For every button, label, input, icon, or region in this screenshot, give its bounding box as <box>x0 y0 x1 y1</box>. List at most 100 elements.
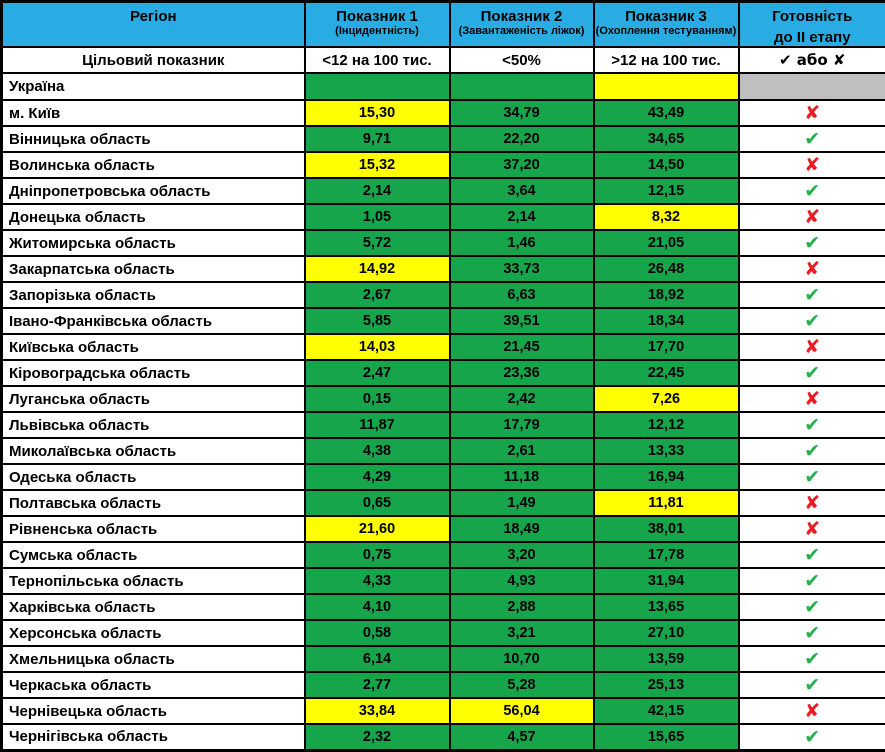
value-cell: 33,73 <box>450 256 594 282</box>
check-icon: ✔ <box>739 178 885 204</box>
value-cell: 4,10 <box>305 594 450 620</box>
cross-icon: ✘ <box>739 152 885 178</box>
value-cell: 34,79 <box>450 100 594 126</box>
table-row: Україна <box>2 73 885 100</box>
value-cell: 2,42 <box>450 386 594 412</box>
value-cell: 11,87 <box>305 412 450 438</box>
check-icon: ✔ <box>739 308 885 334</box>
value-cell: 0,65 <box>305 490 450 516</box>
region-cell: Кіровоградська область <box>2 360 305 386</box>
value-cell: 8,32 <box>594 204 739 230</box>
value-cell: 3,21 <box>450 620 594 646</box>
target-row-label: Цільовий показник <box>2 47 305 73</box>
value-cell: 11,81 <box>594 490 739 516</box>
value-cell: 39,51 <box>450 308 594 334</box>
value-cell: 1,05 <box>305 204 450 230</box>
value-cell: 11,18 <box>450 464 594 490</box>
check-icon: ✔ <box>739 464 885 490</box>
header-cell-readiness: Готовність до II етапу <box>739 2 885 48</box>
cross-icon: ✘ <box>739 100 885 126</box>
value-cell: 38,01 <box>594 516 739 542</box>
value-cell: 22,20 <box>450 126 594 152</box>
value-cell: 2,47 <box>305 360 450 386</box>
indicator-3-subtitle: (Охоплення тестуванням) <box>595 25 738 38</box>
cross-icon: ✘ <box>739 256 885 282</box>
check-icon: ✔ <box>739 672 885 698</box>
region-cell: Чернігівська область <box>2 724 305 750</box>
header-cell-region: Регіон <box>2 2 305 48</box>
value-cell: 0,15 <box>305 386 450 412</box>
region-cell: Тернопільська область <box>2 568 305 594</box>
value-cell: 34,65 <box>594 126 739 152</box>
value-cell: 4,93 <box>450 568 594 594</box>
value-cell: 4,57 <box>450 724 594 750</box>
check-icon: ✔ <box>739 230 885 256</box>
check-icon: ✔ <box>739 594 885 620</box>
check-icon: ✔ <box>739 126 885 152</box>
region-cell: Сумська область <box>2 542 305 568</box>
indicator-2-subtitle: (Завантаженість ліжок) <box>451 25 593 38</box>
check-icon: ✔ <box>739 620 885 646</box>
cross-icon: ✘ <box>739 698 885 724</box>
region-cell: Закарпатська область <box>2 256 305 282</box>
value-cell: 18,34 <box>594 308 739 334</box>
region-cell: Хмельницька область <box>2 646 305 672</box>
value-cell: 0,75 <box>305 542 450 568</box>
value-cell: 7,26 <box>594 386 739 412</box>
value-cell: 12,12 <box>594 412 739 438</box>
target-indicator-row: Цільовий показник <12 на 100 тис. <50% >… <box>2 47 885 73</box>
value-cell: 21,05 <box>594 230 739 256</box>
region-cell: м. Київ <box>2 100 305 126</box>
value-cell: 2,14 <box>305 178 450 204</box>
value-cell: 3,20 <box>450 542 594 568</box>
value-cell: 17,79 <box>450 412 594 438</box>
indicator-3-title: Показник 3 <box>595 8 738 25</box>
readiness-title-line2: до II етапу <box>740 29 885 46</box>
region-cell: Україна <box>2 73 305 100</box>
value-cell: 15,30 <box>305 100 450 126</box>
indicator-2-title: Показник 2 <box>451 8 593 25</box>
value-cell: 5,72 <box>305 230 450 256</box>
target-value-indicator-1: <12 на 100 тис. <box>305 47 450 73</box>
indicator-1-subtitle: (Інцидентність) <box>306 25 449 38</box>
region-cell: Волинська область <box>2 152 305 178</box>
header-cell-indicator-3: Показник 3 (Охоплення тестуванням) <box>594 2 739 48</box>
value-cell: 33,84 <box>305 698 450 724</box>
value-cell: 21,60 <box>305 516 450 542</box>
value-cell: 25,13 <box>594 672 739 698</box>
region-cell: Запорізька область <box>2 282 305 308</box>
readiness-title-line1: Готовність <box>740 8 885 25</box>
indicator-1-title: Показник 1 <box>306 8 449 25</box>
check-icon: ✔ <box>739 360 885 386</box>
cross-icon: ✘ <box>739 490 885 516</box>
region-cell: Черкаська область <box>2 672 305 698</box>
value-cell: 0,58 <box>305 620 450 646</box>
value-cell: 27,10 <box>594 620 739 646</box>
header-cell-indicator-2: Показник 2 (Завантаженість ліжок) <box>450 2 594 48</box>
cross-icon: ✘ <box>739 516 885 542</box>
region-cell: Київська область <box>2 334 305 360</box>
check-icon: ✔ <box>739 438 885 464</box>
value-cell: 13,33 <box>594 438 739 464</box>
region-cell: Дніпропетровська область <box>2 178 305 204</box>
cross-icon: ✘ <box>739 334 885 360</box>
target-value-indicator-2: <50% <box>450 47 594 73</box>
value-cell: 5,28 <box>450 672 594 698</box>
